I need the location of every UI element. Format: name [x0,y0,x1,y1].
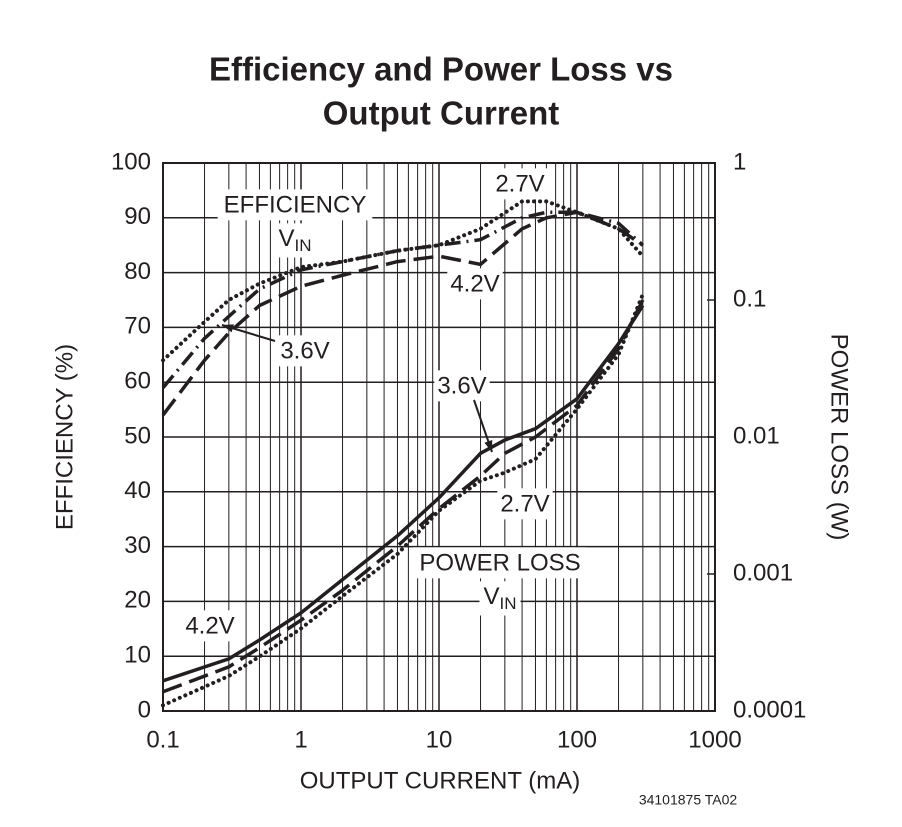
vin-main: V [483,583,499,610]
arrow-head [484,440,493,452]
y-tick-label: 80 [124,258,151,285]
x-tick-label: 1000 [688,726,741,753]
series-label: 2.7V [500,490,549,517]
y-tick-label: 0 [138,696,151,723]
vin-sub: IN [500,594,517,613]
group-label-box [413,547,587,579]
series-label-box [277,335,333,367]
x-tick-label: 1 [294,726,307,753]
y2-tick-label: 0.001 [733,559,793,586]
y-tick-label: 50 [124,422,151,449]
y-tick-label: 30 [124,532,151,559]
labels: 2.7V3.6V4.2V3.6V4.2V2.7VEFFICIENCYVINPOW… [182,168,587,642]
series-line [162,299,645,694]
y-tick-label: 90 [124,203,151,230]
series-label: 4.2V [185,612,234,639]
vin-sub: IN [295,236,312,255]
chart-title: Efficiency and Power Loss vs [209,51,673,88]
group-sub-label-box [479,581,521,616]
arrow-head [222,324,234,333]
series-label-box [497,488,553,520]
series-label: 3.6V [437,372,486,399]
figure-note: 34101875 TA02 [639,792,738,808]
series-line [162,304,645,683]
group-sub-label: VIN [278,225,311,255]
series-label: 4.2V [450,270,499,297]
chart-title: Output Current [323,95,559,132]
series-line [161,292,645,708]
series-label-box [447,268,503,300]
group-label: EFFICIENCY [224,191,367,218]
x-tick-label: 100 [557,726,597,753]
y-tick-label: 20 [124,587,151,614]
series-label-box [492,168,548,200]
x-axis-label: OUTPUT CURRENT (mA) [300,767,580,794]
plot-frame [162,162,716,712]
y-tick-label: 10 [124,642,151,669]
y2-tick-label: 1 [733,148,746,175]
group-label: POWER LOSS [419,549,580,576]
y2-axis-label: POWER LOSS (W) [826,334,853,541]
group-sub-label-box [274,223,316,258]
series-label: 2.7V [495,170,544,197]
y-tick-label: 60 [124,368,151,395]
x-tick-label: 0.1 [146,726,179,753]
y2-tick-label: 0.1 [733,285,766,312]
group-sub-label: VIN [483,583,516,613]
y-tick-label: 40 [124,477,151,504]
x-tick-label: 10 [426,726,453,753]
vin-main: V [278,225,294,252]
series-label-box [434,370,490,402]
y2-tick-label: 0.01 [733,422,780,449]
y-axis-label: EFFICIENCY (%) [51,344,78,530]
y2-tick-label: 0.0001 [733,696,806,723]
series-label: 3.6V [280,337,329,364]
y-tick-label: 100 [111,148,151,175]
y-tick-label: 70 [124,313,151,340]
series-label-box [182,610,238,642]
group-label-box [217,189,373,221]
